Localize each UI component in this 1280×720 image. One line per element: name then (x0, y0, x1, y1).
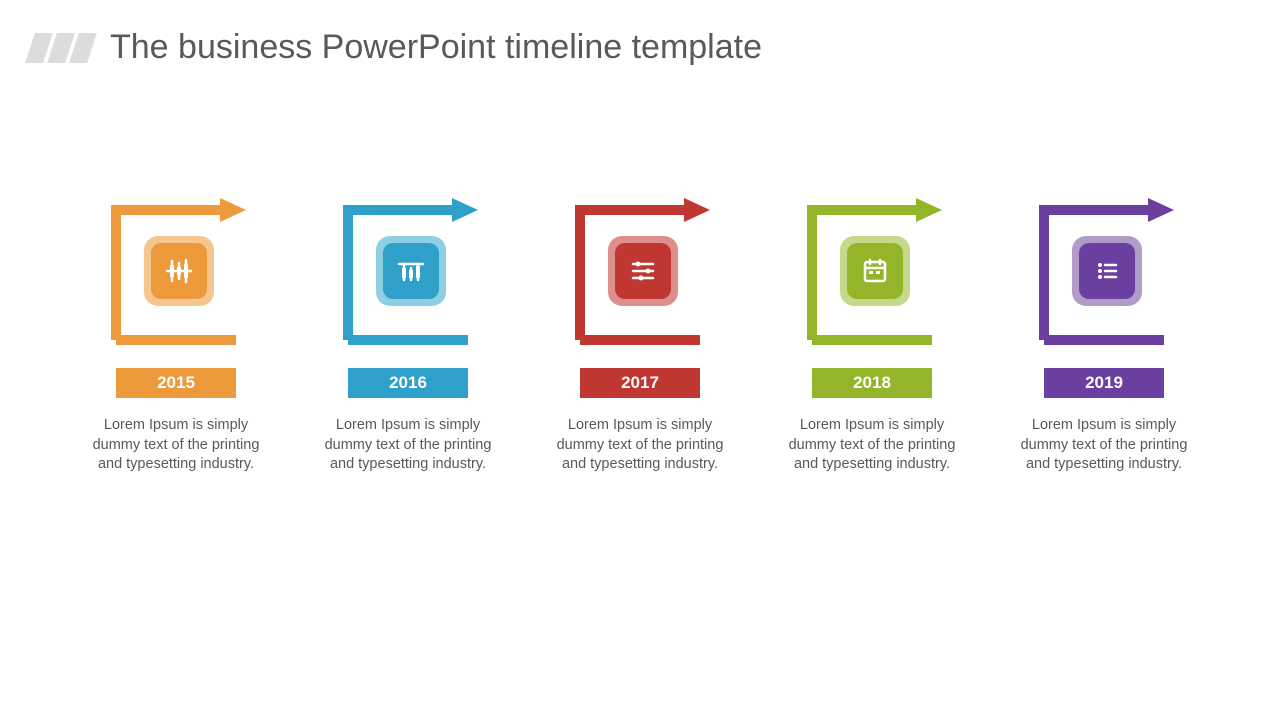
icon-tile (144, 236, 214, 306)
timeline-item: 2015 Lorem Ipsum is simply dummy text of… (81, 190, 271, 475)
slide-title: The business PowerPoint timeline templat… (110, 28, 762, 67)
icon-tile (608, 236, 678, 306)
slide-header: The business PowerPoint timeline templat… (30, 28, 762, 67)
year-badge: 2016 (348, 368, 468, 398)
icon-tile (1072, 236, 1142, 306)
timeline-item: 2018 Lorem Ipsum is simply dummy text of… (777, 190, 967, 475)
year-badge: 2017 (580, 368, 700, 398)
barchart-icon (383, 243, 439, 299)
item-description: Lorem Ipsum is simply dummy text of the … (555, 416, 725, 475)
icon-tile (376, 236, 446, 306)
bracket-frame (792, 190, 952, 350)
list-icon (1079, 243, 1135, 299)
bracket-frame (560, 190, 720, 350)
timeline-item: 2019 Lorem Ipsum is simply dummy text of… (1009, 190, 1199, 475)
timeline-row: 2015 Lorem Ipsum is simply dummy text of… (0, 190, 1280, 475)
item-description: Lorem Ipsum is simply dummy text of the … (323, 416, 493, 475)
header-decor-bars (30, 33, 92, 63)
calendar-icon (847, 243, 903, 299)
bracket-frame (328, 190, 488, 350)
bracket-frame (1024, 190, 1184, 350)
year-badge: 2018 (812, 368, 932, 398)
candlestick-icon (151, 243, 207, 299)
item-description: Lorem Ipsum is simply dummy text of the … (91, 416, 261, 475)
item-description: Lorem Ipsum is simply dummy text of the … (1019, 416, 1189, 475)
sliders-icon (615, 243, 671, 299)
timeline-item: 2017 Lorem Ipsum is simply dummy text of… (545, 190, 735, 475)
timeline-item: 2016 Lorem Ipsum is simply dummy text of… (313, 190, 503, 475)
year-badge: 2015 (116, 368, 236, 398)
bracket-frame (96, 190, 256, 350)
icon-tile (840, 236, 910, 306)
item-description: Lorem Ipsum is simply dummy text of the … (787, 416, 957, 475)
year-badge: 2019 (1044, 368, 1164, 398)
